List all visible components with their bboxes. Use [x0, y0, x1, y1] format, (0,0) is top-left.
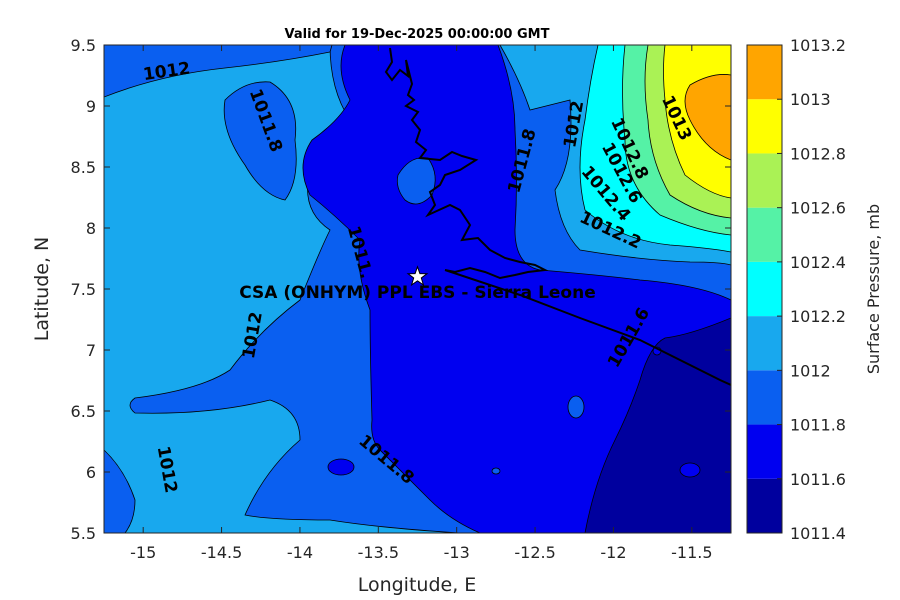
x-axis-label: Longitude, E	[358, 574, 477, 596]
y-tick-label: 9.5	[71, 36, 96, 55]
colorbar-tick-label: 1012.2	[790, 307, 846, 326]
coastline	[384, 47, 731, 386]
band-island-2	[567, 395, 585, 419]
station-star-marker	[406, 265, 429, 287]
x-tick-label: -14.5	[201, 543, 242, 562]
colorbar: 1011.4 1011.6 1011.8 1012 1012.2 1012.4 1012.6…	[746, 36, 846, 543]
x-tick-label: -15	[130, 543, 156, 562]
band-1011-8-left	[104, 449, 136, 533]
colorbar-swatch	[747, 153, 782, 208]
colorbar-swatch	[747, 207, 782, 262]
colorbar-swatch	[747, 316, 782, 371]
x-tick-label: -11.5	[671, 543, 712, 562]
colorbar-swatch	[747, 424, 782, 479]
colorbar-swatch	[747, 99, 782, 154]
colorbar-tick-label: 1012	[790, 361, 831, 380]
band-1011-8-nw	[223, 81, 297, 201]
chart-title: Valid for 19-Dec-2025 00:00:00 GMT	[285, 27, 550, 42]
x-tick-label: -12	[600, 543, 626, 562]
y-axis-label: Latitude, N	[31, 237, 53, 342]
colorbar-tick-label: 1011.6	[790, 470, 846, 489]
colorbar-swatch	[747, 261, 782, 317]
colorbar-label: Surface Pressure, mb	[864, 204, 883, 374]
y-tick-label: 7	[86, 341, 96, 360]
colorbar-tick-label: 1012.8	[790, 144, 846, 163]
x-tick-label: -14	[287, 543, 313, 562]
colorbar-swatch	[747, 478, 782, 533]
colorbar-tick-label: 1011.8	[790, 416, 846, 435]
y-tick-label: 5.5	[71, 524, 96, 543]
y-axis-ticks: 5.5 6 6.5 7 7.5 8 8.5 9 9.5	[71, 36, 731, 543]
colorbar-tick-label: 1011.4	[790, 524, 846, 543]
band-island-4	[679, 462, 701, 478]
plot-area	[104, 45, 731, 533]
x-tick-label: -13	[444, 543, 470, 562]
colorbar-tick-label: 1012.4	[790, 253, 846, 272]
station-label: CSA (ONHYM) PPL EBS - Sierra Leone	[239, 283, 596, 303]
x-tick-label: -13.5	[358, 543, 399, 562]
y-tick-label: 7.5	[71, 280, 96, 299]
y-tick-label: 6.5	[71, 402, 96, 421]
colorbar-tick-label: 1013.2	[790, 36, 846, 55]
colorbar-tick-label: 1012.6	[790, 199, 846, 218]
y-tick-label: 6	[86, 463, 96, 482]
colorbar-swatch	[747, 370, 782, 425]
colorbar-swatch	[747, 45, 782, 100]
x-axis-ticks: -15 -14.5 -14 -13.5 -13 -12.5 -12 -11.5	[130, 45, 713, 562]
band-1011-4	[584, 317, 731, 533]
colorbar-frame	[746, 44, 783, 534]
y-tick-label: 8	[86, 219, 96, 238]
y-tick-label: 8.5	[71, 158, 96, 177]
colorbar-tick-label: 1013	[790, 90, 831, 109]
x-tick-label: -12.5	[514, 543, 555, 562]
band-island-5	[491, 467, 501, 475]
band-1013	[684, 74, 731, 161]
y-tick-label: 9	[86, 97, 96, 116]
band-1011-8-top-left	[104, 45, 333, 98]
band-island-3	[327, 458, 355, 476]
station-group: CSA (ONHYM) PPL EBS - Sierra Leone	[239, 265, 596, 303]
